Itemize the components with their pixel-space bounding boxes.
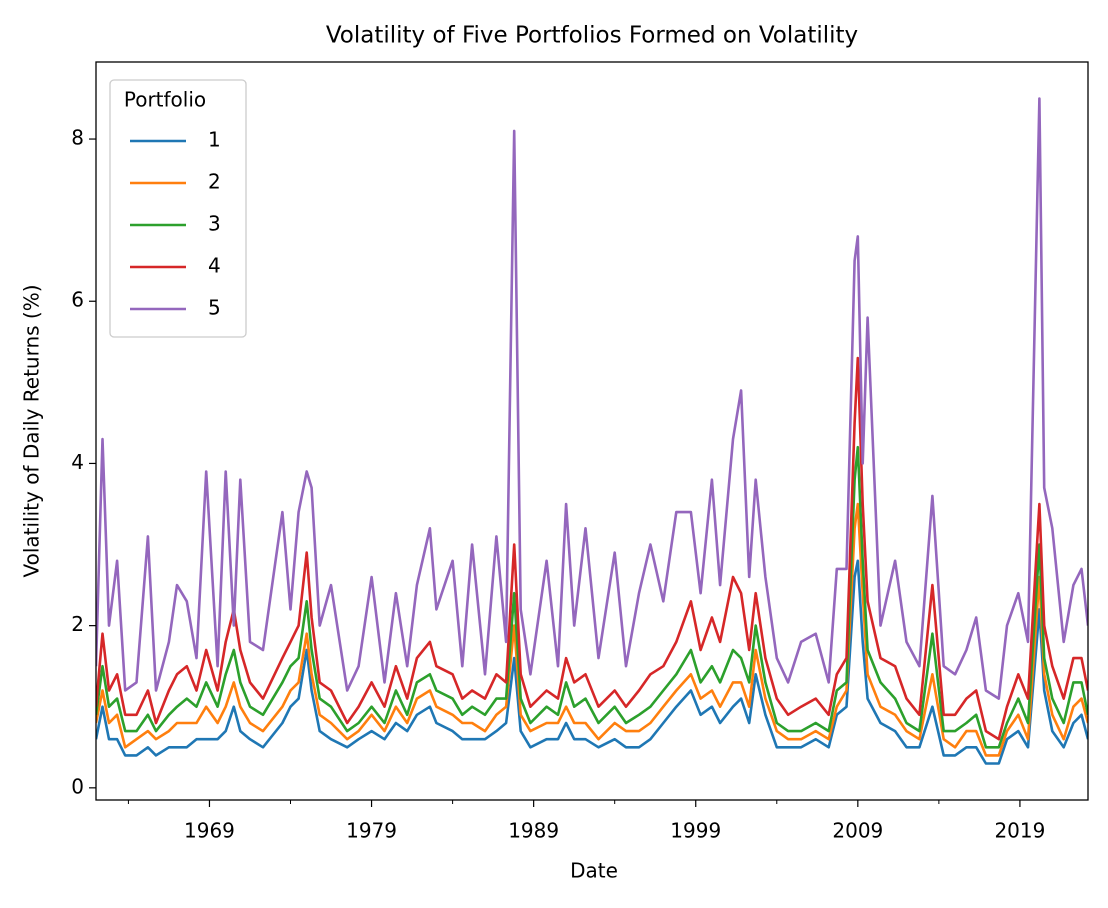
y-tick-label: 8 (71, 126, 84, 150)
x-tick-label: 1979 (346, 819, 397, 843)
legend-label: 5 (208, 296, 221, 320)
y-tick-label: 4 (71, 450, 84, 474)
legend-label: 2 (208, 170, 221, 194)
plot-frame (95, 61, 1089, 801)
chart-title: Volatility of Five Portfolios Formed on … (326, 23, 858, 49)
series-line (96, 356, 1088, 741)
x-axis-label: Date (570, 859, 618, 883)
y-tick-label: 0 (71, 774, 84, 798)
series-line (96, 445, 1088, 749)
legend-label: 4 (208, 254, 221, 278)
x-tick-label: 2009 (832, 819, 883, 843)
legend-box (109, 79, 247, 338)
y-axis-label: Volatility of Daily Returns (%) (20, 284, 44, 577)
legend-title: Portfolio (124, 88, 206, 112)
series-line (96, 502, 1088, 757)
series-line (96, 97, 1088, 700)
x-tick-label: 2019 (994, 819, 1045, 843)
legend-label: 3 (208, 212, 221, 236)
x-tick-label: 1989 (508, 819, 559, 843)
y-tick-label: 6 (71, 288, 84, 312)
x-tick-label: 1999 (670, 819, 721, 843)
series-line (96, 559, 1088, 765)
legend-label: 1 (208, 128, 221, 152)
x-tick-label: 1969 (184, 819, 235, 843)
y-tick-label: 2 (71, 612, 84, 636)
